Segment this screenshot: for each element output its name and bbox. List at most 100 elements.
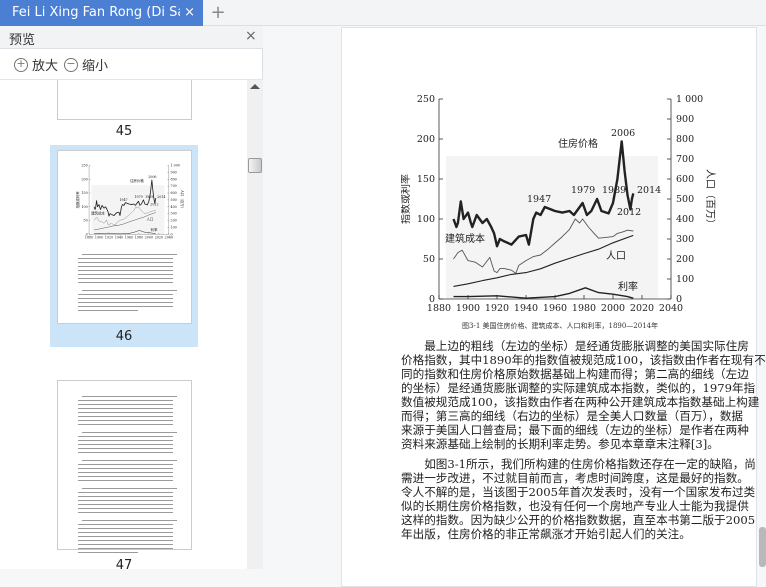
label-population: 人口 — [606, 250, 626, 262]
thumbnail-text-line — [78, 274, 173, 276]
text-line: 来源于美国人口普查局；最下面的细线（左边的坐标）是作者在两种 — [401, 423, 749, 437]
thumbnail-text-line — [78, 528, 173, 530]
page-number-47: 47 — [115, 558, 133, 569]
thumbnail-text-line — [78, 536, 173, 538]
thumbnail-text-line — [78, 480, 173, 482]
text-line: 的坐标）是经通货膨胀调整的实际建筑成本指数，类似的，1979年指 — [401, 381, 756, 395]
x-tick-label: 1980 — [135, 235, 143, 239]
thumbnail-page-46[interactable]: 0 50 100 150 200 250 0 100 200 300 400 500 600 700 800… — [57, 150, 192, 324]
text-line: 令人不解的是，当该图于2005年首次发表时，没有一个国家发布过类 — [401, 485, 756, 499]
thumbnail-text-line — [78, 278, 173, 280]
thumbnail-text-line — [78, 270, 173, 272]
x-tick-label: 1900 — [456, 303, 480, 314]
x-tick-label: 2020 — [155, 235, 163, 239]
annotation-year: 2014 — [637, 185, 661, 196]
figure-caption: 图3-1 美国住房价格、建筑成本、人口和利率，1890—2014年 — [462, 322, 659, 330]
thumbnail-text-line — [78, 416, 173, 418]
left-tick-label: 100 — [81, 205, 87, 209]
thumbnail-text-line — [78, 464, 173, 466]
sidebar-scrollbar[interactable] — [247, 80, 263, 569]
scroll-up-arrow-icon[interactable] — [250, 84, 260, 89]
left-tick-label: 0 — [86, 232, 88, 236]
right-tick-label: 800 — [676, 134, 694, 145]
thumbnail-text-line — [78, 468, 173, 470]
x-tick-label: 1940 — [115, 235, 123, 239]
left-axis-label: 指数或利率 — [76, 191, 80, 209]
sidebar-toolbar: + 放大 − 缩小 — [0, 49, 263, 80]
thumbnail-text-line — [78, 408, 173, 410]
left-axis-label: 指数或利率 — [401, 174, 412, 224]
thumbnail-text-line — [78, 294, 173, 296]
thumbnail-text-line — [78, 302, 173, 304]
x-tick-label: 1980 — [572, 303, 596, 314]
main-scroll-thumb[interactable] — [759, 527, 766, 567]
right-tick-label: 100 — [676, 274, 694, 285]
zoom-in-icon: + — [14, 57, 28, 72]
tab-title: Fei Li Xing Fan Rong (Di San Ban) — [12, 5, 180, 20]
sidebar-close-icon[interactable]: × — [245, 28, 257, 44]
left-tick-label: 250 — [417, 94, 435, 105]
thumbnail-text-line — [78, 504, 173, 506]
text-line: 同的指数和住房价格原始数据基础上构建而得；第二高的细线（左边 — [401, 367, 749, 381]
thumbnail-text-line — [78, 440, 173, 442]
annotation-year: 1947 — [119, 198, 127, 202]
thumbnail-text-line — [78, 404, 173, 406]
thumbnail-text-line — [78, 548, 173, 550]
tab-document[interactable]: Fei Li Xing Fan Rong (Di San Ban) × — [0, 0, 203, 26]
thumbnail-text-line — [78, 540, 173, 542]
thumbnail-page-47[interactable] — [57, 380, 192, 554]
thumbnail-text-line — [78, 424, 173, 426]
thumbnail-text-line — [78, 400, 173, 402]
x-tick-label: 1900 — [95, 235, 103, 239]
zoom-in-button[interactable]: + 放大 — [14, 55, 58, 74]
page-number-45: 45 — [115, 124, 133, 139]
thumbnail-text-line — [82, 254, 177, 256]
label-construction-cost: 建筑成本 — [445, 232, 485, 245]
new-tab-button[interactable]: + — [210, 2, 226, 23]
thumbnail-text-line — [78, 496, 173, 498]
page-number-46: 46 — [115, 329, 133, 344]
thumbnail-text-line — [78, 452, 173, 454]
thumbnail-text-line — [78, 512, 173, 514]
left-tick-label: 50 — [84, 219, 88, 223]
thumbnail-page-45[interactable] — [57, 80, 192, 120]
label-interest-rate: 利率 — [618, 280, 638, 293]
zoom-in-label: 放大 — [32, 59, 59, 74]
right-tick-label: 500 — [171, 198, 177, 202]
annotation-year: 2006 — [148, 175, 156, 179]
x-tick-label: 2040 — [659, 303, 683, 314]
thumbnail-text-line — [78, 412, 173, 414]
left-tick-label: 100 — [417, 214, 435, 225]
label-population: 人口 — [146, 217, 153, 222]
right-tick-label: 400 — [171, 205, 177, 209]
interest-rate-line — [94, 230, 156, 235]
right-tick-label: 800 — [171, 177, 177, 181]
annotation-year: 2006 — [611, 128, 635, 139]
sidebar-scroll-thumb[interactable] — [248, 158, 262, 173]
text-line: 似的长期住房价格指数，也没有任何一个房地产专业人士能为我提供 — [401, 499, 749, 513]
annotation-year: 1989 — [145, 195, 153, 199]
right-tick-label: 300 — [676, 234, 694, 245]
population-line — [94, 212, 156, 231]
thumbnail-text-line — [78, 532, 173, 534]
plot-background — [91, 185, 165, 235]
thumbnail-text-line — [78, 262, 173, 264]
right-tick-label: 1 000 — [676, 94, 703, 105]
x-tick-label: 1880 — [85, 235, 93, 239]
house-price-line — [452, 140, 635, 248]
zoom-out-button[interactable]: − 缩小 — [64, 55, 108, 74]
thumbnail-chart: 0 50 100 150 200 250 0 100 200 300 400 500 600 700 800… — [76, 164, 185, 240]
right-tick-label: 200 — [676, 254, 694, 265]
x-tick-label: 2000 — [145, 235, 153, 239]
right-axis-label: 人口（百万） — [180, 190, 185, 211]
thumbnail-list: 45 0 50 100 150 200 250 0 100 200 300 400 500 600 700… — [0, 80, 247, 569]
left-tick-label: 200 — [417, 134, 435, 145]
thumbnail-text-line — [82, 460, 177, 462]
x-tick-label: 2040 — [165, 235, 173, 239]
x-tick-label: 1960 — [543, 303, 567, 314]
tab-close-icon[interactable]: × — [184, 5, 195, 20]
label-house-price: 住房价格 — [558, 137, 598, 150]
text-line: 这样的指数。因为缺少公开的价格指数数据，直至本书第二版于2005 — [401, 513, 756, 527]
right-tick-label: 600 — [171, 191, 177, 195]
right-tick-label: 300 — [171, 212, 177, 216]
